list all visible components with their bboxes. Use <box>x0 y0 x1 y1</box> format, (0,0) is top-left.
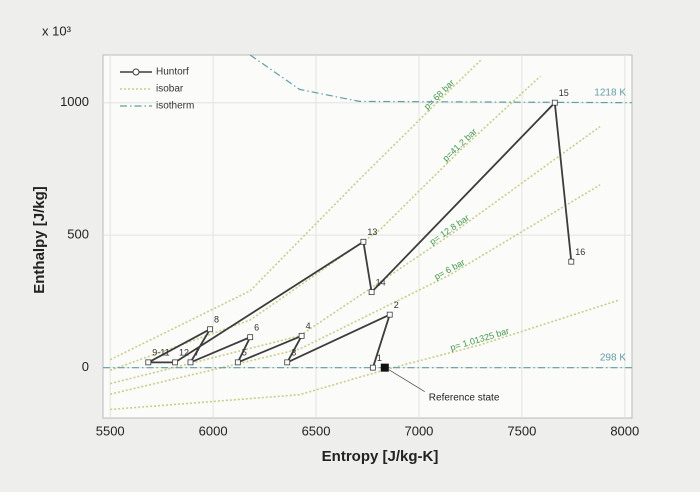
state-point <box>172 359 178 366</box>
x-tick-label: 7000 <box>404 423 433 438</box>
reference-leader <box>388 369 425 392</box>
state-point <box>568 258 575 265</box>
state-point <box>360 238 367 245</box>
state-point <box>551 99 558 106</box>
state-label: 16 <box>575 247 585 257</box>
x-axis-title: Entropy [J/kg-K] <box>322 448 439 465</box>
state-label: 6 <box>254 323 259 333</box>
isotherm-label: 1218 K <box>594 87 626 98</box>
reference-label: Reference state <box>429 392 500 403</box>
process-line <box>147 100 573 368</box>
state-label: 15 <box>559 88 569 98</box>
isobar-line <box>109 75 541 372</box>
y-multiplier: x 10³ <box>42 23 72 38</box>
y-tick-label: 500 <box>67 227 89 242</box>
state-label: 3 <box>291 348 296 358</box>
state-label: 2 <box>394 300 399 310</box>
y-axis-title: Enthalpy [J/kg] <box>31 186 48 294</box>
state-point <box>187 359 194 366</box>
legend-label: isotherm <box>156 101 194 112</box>
x-tick-label: 8000 <box>610 423 639 438</box>
y-tick-label: 1000 <box>60 94 89 109</box>
state-label: 7 <box>194 348 199 358</box>
state-point <box>368 289 375 296</box>
legend-label: Huntorf <box>156 67 189 78</box>
state-point <box>298 332 305 339</box>
state-label: 12 <box>179 348 189 358</box>
state-point <box>386 311 393 318</box>
state-label: 5 <box>242 348 247 358</box>
state-point <box>207 326 213 333</box>
state-label: 4 <box>306 321 311 331</box>
state-point <box>247 334 254 341</box>
isobar-line <box>110 184 601 395</box>
state-label: 9-11 <box>152 348 169 358</box>
state-point <box>234 359 241 366</box>
x-tick-label: 5500 <box>96 423 125 438</box>
x-tick-label: 6000 <box>199 423 228 438</box>
isobar-line <box>109 59 482 361</box>
state-point <box>284 359 291 366</box>
plot-area <box>102 54 633 419</box>
state-label: 13 <box>367 227 377 237</box>
isotherm-line <box>249 54 633 104</box>
state-label: 8 <box>214 315 219 325</box>
reference-point <box>380 363 389 372</box>
state-point <box>145 359 152 366</box>
legend-label: isobar <box>156 84 184 95</box>
legend-marker <box>132 68 140 76</box>
state-point <box>369 364 376 371</box>
y-tick-label: 0 <box>82 359 89 374</box>
state-label: 1 <box>377 353 382 363</box>
x-tick-label: 7500 <box>507 423 536 438</box>
state-label: 14 <box>376 278 386 288</box>
x-tick-label: 6500 <box>302 423 331 438</box>
isobar-line <box>110 125 601 385</box>
isotherm-label: 298 K <box>600 352 626 363</box>
